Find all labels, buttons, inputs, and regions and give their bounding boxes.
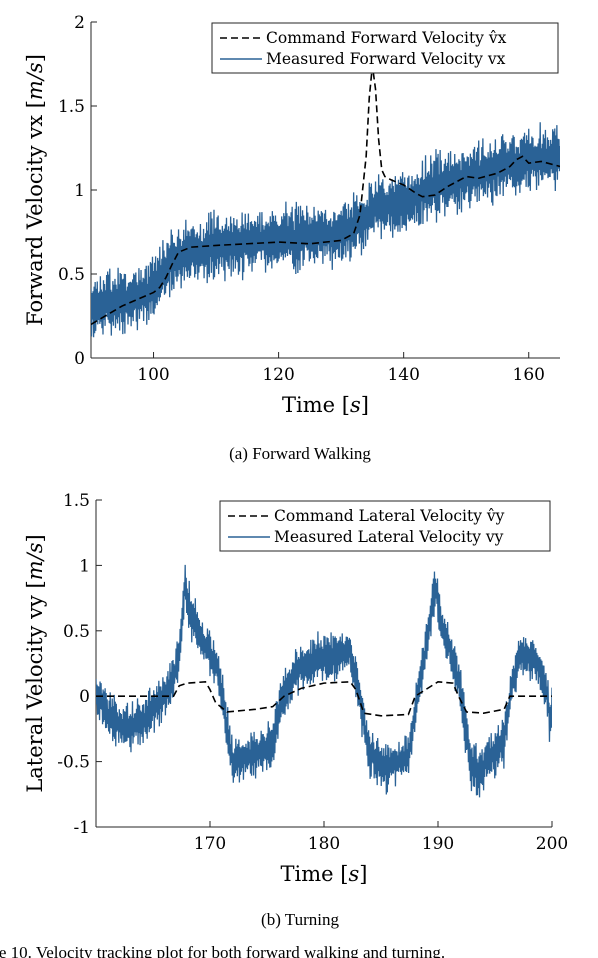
legend-entry: Measured Forward Velocity vx	[266, 50, 506, 68]
x-tick-label: 200	[536, 834, 568, 854]
chart-turning: -1 -0.5 0 0.5 1 1.5 170 180 190 200 Time [s] Latera…	[23, 491, 568, 886]
y-tick-label: 2	[74, 13, 85, 33]
x-tick-label: 180	[308, 834, 340, 854]
x-tick-label: 120	[262, 365, 294, 385]
y-tick-label: -1	[73, 818, 90, 838]
y-tick-label: 0.5	[63, 622, 90, 642]
x-tick-label: 190	[422, 834, 454, 854]
legend-entry: Measured Lateral Velocity vy	[274, 528, 504, 546]
y-tick-label: 1.5	[58, 97, 85, 117]
x-tick-label: 170	[194, 834, 226, 854]
legend-entry: Command Forward Velocity v̂x	[266, 29, 507, 47]
y-tick-label: -0.5	[57, 753, 90, 773]
caption-turning: (b) Turning	[261, 910, 339, 929]
y-tick-label: 0	[74, 349, 85, 369]
series-measured-line	[91, 122, 560, 338]
legend-box	[211, 22, 559, 74]
x-tick-label: 160	[513, 365, 545, 385]
figure-caption: Figure 10. Velocity tracking plot for bo…	[0, 943, 445, 958]
y-axis-label: Lateral Velocity vy [m/s]	[23, 534, 47, 792]
y-tick-label: 1	[74, 181, 85, 201]
legend-entry: Command Lateral Velocity v̂y	[274, 507, 505, 525]
y-tick-label: 0.5	[58, 265, 85, 285]
x-axis-label: Time [s]	[282, 393, 369, 417]
y-tick-label: 0	[79, 687, 90, 707]
series-measured-line	[96, 564, 552, 798]
x-tick-label: 100	[137, 365, 169, 385]
y-tick-label: 1	[79, 556, 90, 576]
y-tick-label: 1.5	[63, 491, 90, 511]
x-tick-label: 140	[387, 365, 419, 385]
legend-box	[219, 500, 551, 552]
chart-forward-walking: 0 0.5 1 1.5 2 100 120 140 160 Time [s] Forward Vel…	[23, 13, 560, 417]
series-command-line	[91, 65, 560, 326]
y-axis-label: Forward Velocity vx [m/s]	[23, 54, 47, 326]
caption-forward-walking: (a) Forward Walking	[229, 444, 371, 463]
x-axis-label: Time [s]	[281, 862, 368, 886]
